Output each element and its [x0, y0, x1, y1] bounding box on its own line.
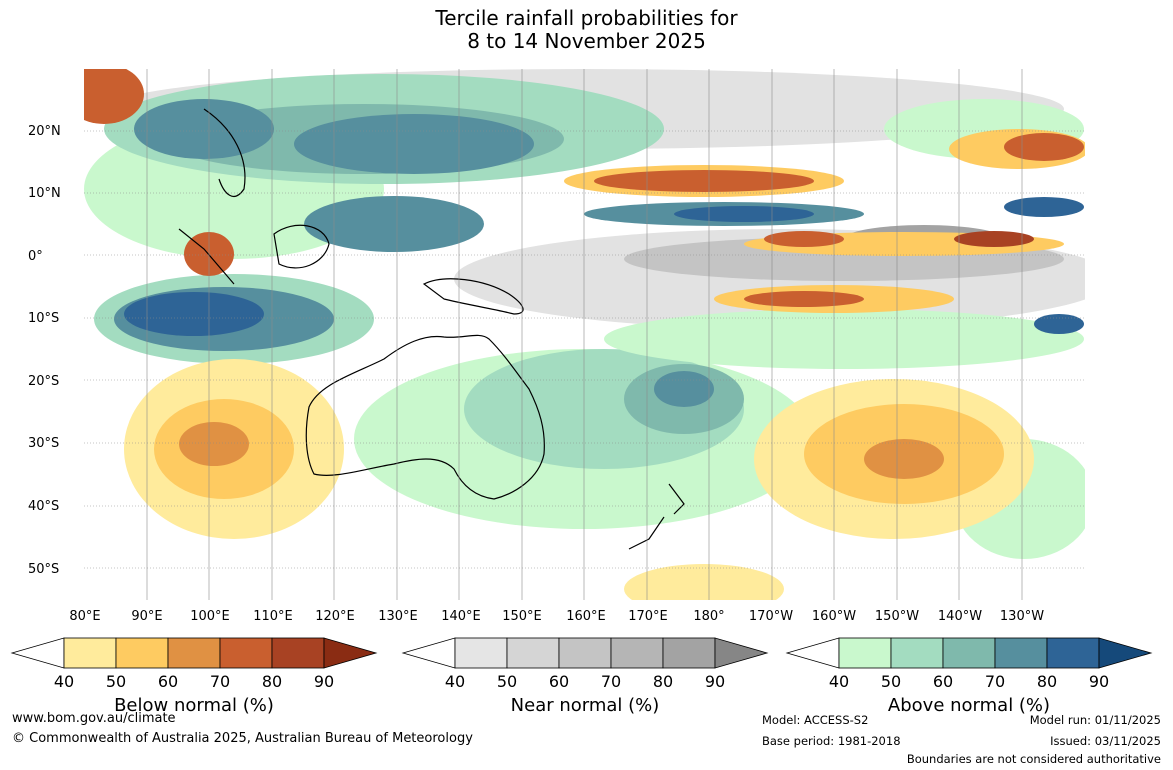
graticule — [84, 130, 1085, 569]
colorbar-segment — [994, 637, 1048, 669]
colorbar-segment — [219, 637, 273, 669]
legend-label-near-normal: Near normal (%) — [510, 695, 660, 716]
latitude-label-20n: 20°N — [28, 124, 61, 139]
tick-label: 90 — [313, 672, 335, 691]
longitude-label-160e: 160°E — [566, 609, 606, 624]
new-zealand-coastline — [628, 483, 685, 550]
longitude-label-90e: 90°E — [131, 609, 163, 624]
longitude-label-120e: 120°E — [315, 609, 355, 624]
legend-label-below-normal: Below normal (%) — [114, 695, 274, 716]
colorbar-below-normal — [10, 637, 378, 669]
colorbar-near-normal — [401, 637, 769, 669]
longitude-label-140e: 140°E — [441, 609, 481, 624]
tick-label: 80 — [1036, 672, 1058, 691]
colorbar-segment — [610, 637, 664, 669]
colorbar-segment — [63, 637, 117, 669]
map-title-line-1: Tercile rainfall probabilities for — [435, 6, 738, 30]
model-name: Model: ACCESS-S2 — [762, 713, 869, 727]
tick-label: 80 — [261, 672, 283, 691]
colorbar-segment — [506, 637, 560, 669]
longitude-label-130e: 130°E — [378, 609, 418, 624]
colorbar-low-extension — [401, 637, 456, 669]
longitude-label-110e: 110°E — [253, 609, 293, 624]
latitude-label-50s: 50°S — [28, 562, 60, 577]
colorbar-low-extension — [10, 637, 65, 669]
longitude-label-170w: 170°W — [748, 609, 794, 624]
australia-coastline — [305, 334, 545, 500]
longitude-label-100e: 100°E — [190, 609, 230, 624]
colorbar-high-extension — [714, 637, 769, 669]
website-link[interactable]: www.bom.gov.au/climate — [12, 711, 176, 726]
longitude-label-180: 180° — [693, 609, 725, 624]
colorbar-segment — [167, 637, 221, 669]
tick-label: 60 — [157, 672, 179, 691]
boundaries-disclaimer: Boundaries are not considered authoritat… — [906, 752, 1161, 766]
tick-label: 90 — [704, 672, 726, 691]
base-period: Base period: 1981-2018 — [762, 734, 901, 748]
tick-label: 80 — [652, 672, 674, 691]
latitude-label-equator: 0° — [28, 249, 43, 264]
colorbar-segment — [1046, 637, 1100, 669]
borneo-coastline — [273, 224, 330, 269]
latitude-label-10n: 10°N — [28, 186, 61, 201]
colorbar-high-extension — [1098, 637, 1153, 669]
tick-label: 40 — [53, 672, 75, 691]
forecast-map — [84, 69, 1085, 600]
legend-label-above-normal: Above normal (%) — [887, 695, 1051, 716]
tick-label: 60 — [932, 672, 954, 691]
rainfall-probability-field — [84, 69, 1085, 600]
longitude-label-160w: 160°W — [811, 609, 857, 624]
latitude-label-30s: 30°S — [28, 436, 60, 451]
tick-label: 90 — [1088, 672, 1110, 691]
tick-label: 50 — [105, 672, 127, 691]
colorbar-segment — [942, 637, 996, 669]
colorbar-segment — [890, 637, 944, 669]
new-guinea-coastline — [422, 278, 524, 315]
graticule-meridians — [146, 69, 1023, 600]
colorbar-above-normal — [785, 637, 1153, 669]
sumatra-coastline — [178, 228, 235, 285]
colorbar-high-extension — [323, 637, 378, 669]
tick-label: 40 — [444, 672, 466, 691]
tick-label: 70 — [600, 672, 622, 691]
colorbar-segment — [271, 637, 325, 669]
tick-label: 40 — [828, 672, 850, 691]
longitude-label-150w: 150°W — [874, 609, 920, 624]
latitude-label-10s: 10°S — [28, 311, 60, 326]
map-title-line-2: 8 to 14 November 2025 — [467, 29, 706, 53]
longitude-label-80e: 80°E — [69, 609, 101, 624]
tick-label: 50 — [496, 672, 518, 691]
longitude-label-140w: 140°W — [937, 609, 983, 624]
issued-date: Issued: 03/11/2025 — [1050, 734, 1161, 748]
tick-label: 70 — [209, 672, 231, 691]
colorbar-segment — [558, 637, 612, 669]
latitude-label-40s: 40°S — [28, 499, 60, 514]
longitude-label-130w: 130°W — [999, 609, 1045, 624]
tick-label: 60 — [548, 672, 570, 691]
colorbar-segment — [662, 637, 716, 669]
longitude-label-150e: 150°E — [502, 609, 542, 624]
colorbar-segment — [454, 637, 508, 669]
copyright-notice: © Commonwealth of Australia 2025, Austra… — [12, 731, 473, 746]
indochina-coastline — [203, 108, 246, 197]
colorbar-segment — [838, 637, 892, 669]
model-run-date: Model run: 01/11/2025 — [1029, 713, 1161, 727]
latitude-label-20s: 20°S — [28, 374, 60, 389]
tick-label: 70 — [984, 672, 1006, 691]
longitude-label-170e: 170°E — [628, 609, 668, 624]
colorbar-low-extension — [785, 637, 840, 669]
colorbar-segment — [115, 637, 169, 669]
tick-label: 50 — [880, 672, 902, 691]
coastlines — [178, 108, 685, 550]
